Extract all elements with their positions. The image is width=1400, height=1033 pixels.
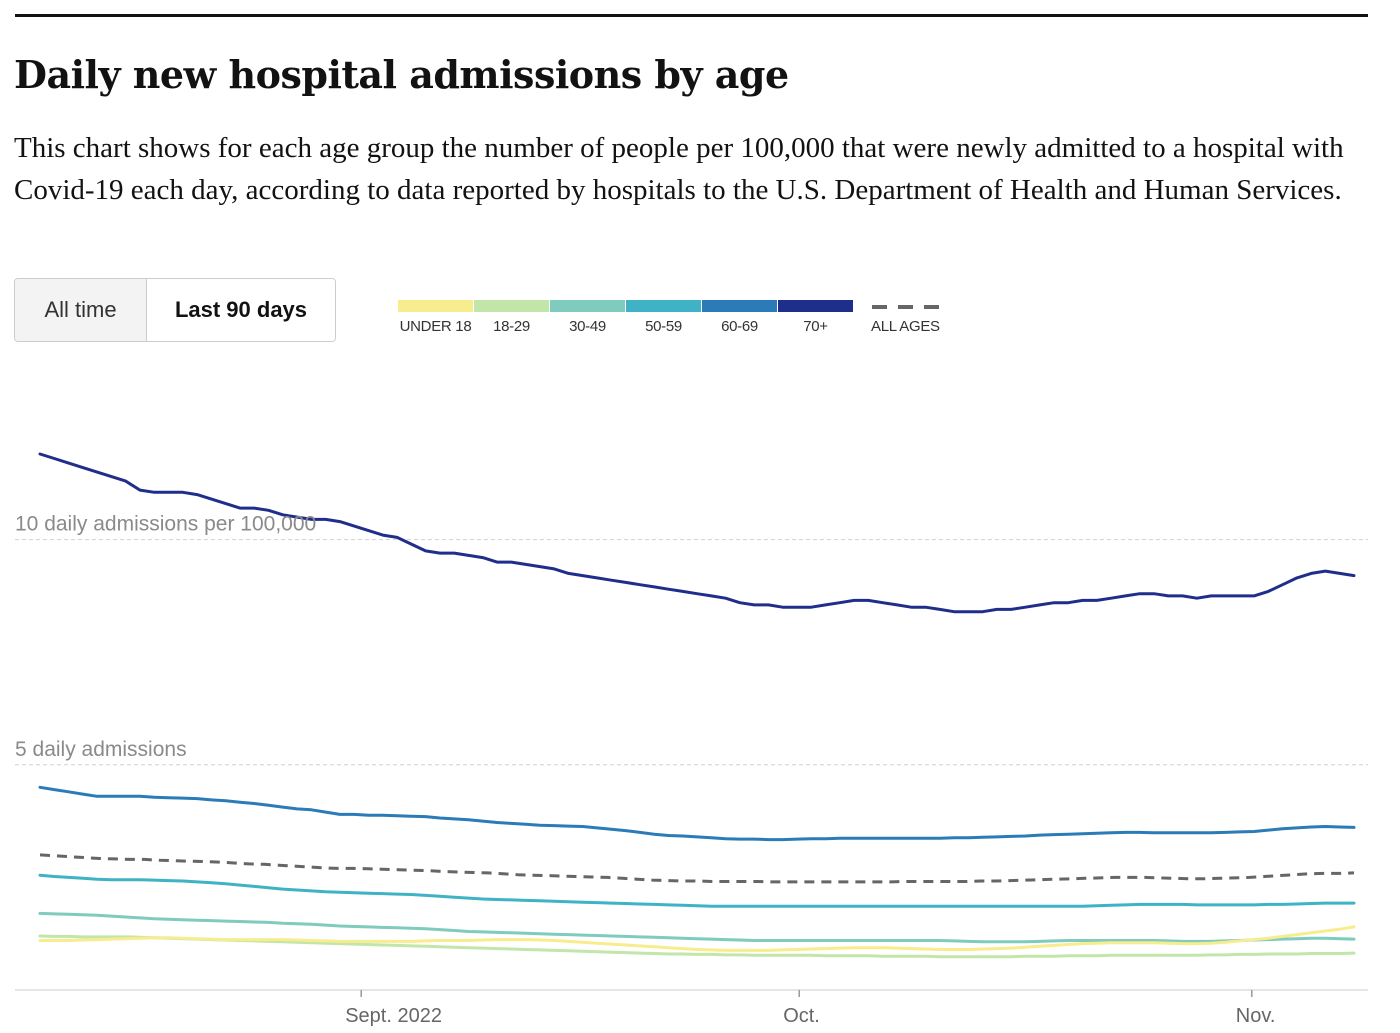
legend-label: 30-49: [569, 318, 606, 335]
legend-dash-swatch: [871, 300, 939, 312]
series-line: [38, 925, 1356, 952]
legend-swatch: [778, 300, 853, 312]
x-tick-label: Sept. 2022: [345, 1005, 442, 1027]
legend-label: ALL AGES: [871, 318, 940, 335]
x-tick-label: Nov.: [1236, 1005, 1276, 1027]
grid-label: 10 daily admissions per 100,000: [15, 513, 316, 536]
series-lines: [38, 452, 1356, 959]
legend-label: 60-69: [721, 318, 758, 335]
grid-labels: 5 daily admissions 10 daily admissions pe…: [15, 513, 316, 761]
x-axis: Sept. 2022 Oct. Nov.: [15, 989, 1368, 1027]
legend-item-50-59: 50-59: [626, 300, 701, 335]
series-line: [38, 873, 1356, 908]
gridlines: [15, 539, 1368, 766]
legend-item-30-49: 30-49: [550, 300, 625, 335]
legend-item-under-18: UNDER 18: [398, 300, 473, 335]
legend-swatch: [550, 300, 625, 312]
top-rule: [15, 14, 1368, 17]
chart-subtitle: This chart shows for each age group the …: [14, 132, 1344, 206]
legend-item-70-plus: 70+: [778, 300, 853, 335]
legend-label: 70+: [803, 318, 828, 335]
all-time-button[interactable]: All time: [15, 279, 147, 341]
grid-label: 5 daily admissions: [15, 738, 187, 761]
line-chart: 5 daily admissions 10 daily admissions pe…: [15, 452, 1368, 1027]
legend-swatch: [626, 300, 701, 312]
series-line: [38, 785, 1356, 842]
legend-swatch: [474, 300, 549, 312]
legend-label: UNDER 18: [399, 318, 472, 335]
legend: UNDER 18 18-29 30-49 50-59 60-69 70+ ALL…: [398, 300, 940, 335]
series-line: [38, 911, 1356, 944]
legend-label: 18-29: [493, 318, 530, 335]
legend-label: 50-59: [645, 318, 682, 335]
series-line: [38, 452, 1356, 614]
chart-title: Daily new hospital admissions by age: [14, 52, 789, 97]
legend-item-18-29: 18-29: [474, 300, 549, 335]
time-range-toggle: All time Last 90 days: [14, 278, 336, 342]
legend-item-all-ages: ALL AGES: [871, 300, 940, 335]
series-line: [39, 853, 1355, 884]
last-90-days-button[interactable]: Last 90 days: [147, 279, 335, 341]
legend-swatch: [702, 300, 777, 312]
x-tick-label: Oct.: [783, 1005, 820, 1027]
legend-item-60-69: 60-69: [702, 300, 777, 335]
legend-swatch: [398, 300, 473, 312]
